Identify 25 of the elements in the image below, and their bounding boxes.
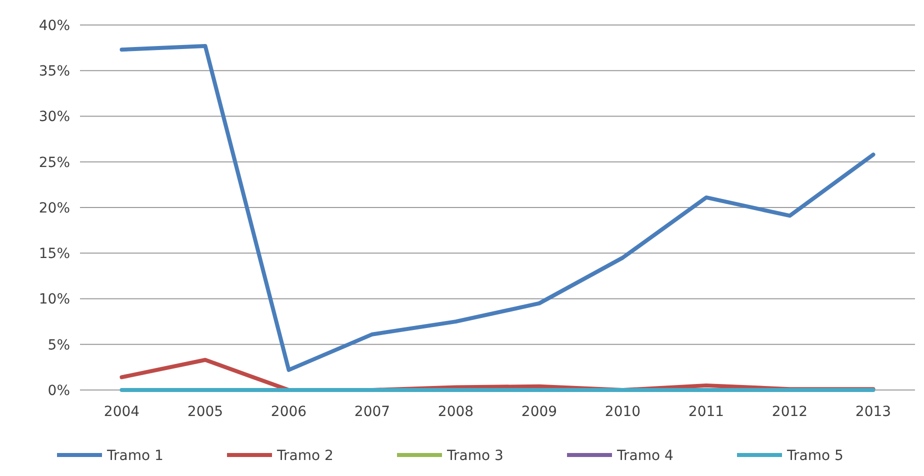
x-tick-label: 2013 [855,404,892,420]
x-tick-label: 2012 [772,404,808,420]
y-tick-label: 10% [38,292,70,308]
x-tick-label: 2011 [688,404,724,420]
line-series [120,44,876,372]
legend-label: Tramo 2 [276,448,334,464]
x-tick-label: 2007 [354,404,390,420]
legend-label: Tramo 4 [616,448,674,464]
y-tick-label: 0% [48,382,70,399]
x-tick-label: 2008 [438,404,474,420]
legend-label: Tramo 5 [786,448,844,464]
x-tick-label: 2010 [604,404,641,420]
y-tick-label: 40% [38,18,70,34]
legend-label: Tramo 1 [106,448,164,464]
x-tick-label: 2004 [104,404,140,420]
legend-label: Tramo 3 [446,448,504,464]
y-tick-label: 15% [38,246,70,262]
y-tick-label: 30% [38,109,70,126]
x-tick-label: 2009 [521,404,558,420]
y-tick-label: 5% [48,337,70,354]
y-tick-label: 35% [38,64,70,80]
x-tick-label: 2006 [270,404,307,420]
x-tick-label: 2005 [187,404,224,420]
y-tick-label: 20% [38,200,70,216]
y-tick-label: 25% [38,154,70,171]
